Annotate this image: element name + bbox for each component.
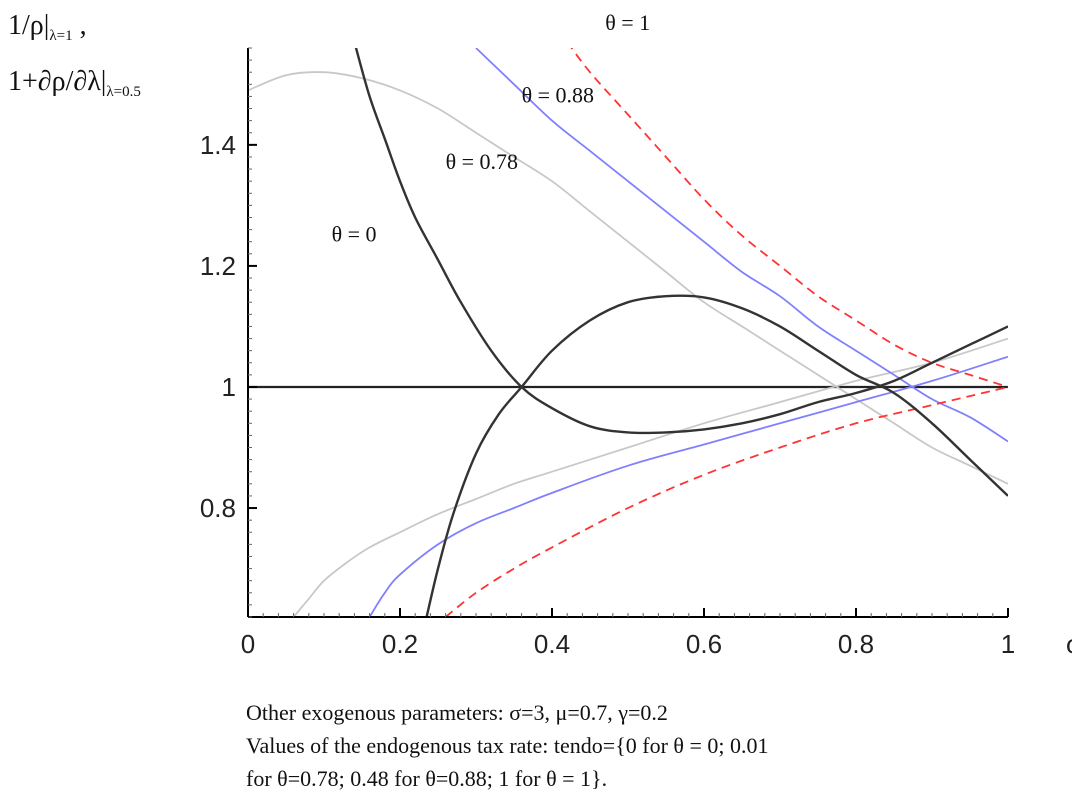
curve-label: θ = 0.88 — [522, 82, 594, 107]
series-line — [368, 355, 1008, 617]
curves-layer — [248, 48, 1008, 617]
y-axis-label-line1-tail: , — [72, 10, 87, 41]
series-line — [445, 386, 1008, 617]
y-tick-label: 1.4 — [200, 130, 236, 160]
curve-label: θ = 0 — [332, 222, 377, 247]
note-line-1: Other exogenous parameters: σ=3, μ=0.7, … — [246, 700, 668, 725]
x-tick-label: 0.6 — [686, 629, 722, 659]
y-axis-label-line1-main: 1/ρ| — [8, 10, 50, 41]
y-axis-label-line1-sub: λ=1 — [49, 28, 73, 44]
series-line — [570, 48, 1008, 388]
y-tick-label: 0.8 — [200, 493, 236, 523]
y-axis-label-line2: 1+∂ρ/∂λ|λ=0.5 — [8, 66, 141, 101]
x-tick-label: 0.2 — [382, 629, 418, 659]
axes-layer: 0.8 1 1.2 1.4 0 0.2 0.4 0.6 0.8 1 — [200, 47, 1015, 659]
series-line — [292, 337, 1008, 617]
note-line-2: Values of the endogenous tax rate: tendo… — [246, 733, 769, 758]
y-axis-label-line2-sub: λ=0.5 — [106, 84, 141, 100]
curve-label: θ = 1 — [605, 10, 650, 35]
curve-labels-layer: θ = 0 θ = 0.78 θ = 0.88 θ = 1 — [332, 10, 651, 247]
x-tick-label: 0.4 — [534, 629, 570, 659]
series-line — [425, 294, 1008, 617]
series-line — [475, 48, 1008, 443]
series-line — [248, 71, 1008, 485]
y-tick-label: 1 — [222, 372, 236, 402]
x-tick-label: 1 — [1001, 629, 1015, 659]
curve-label: θ = 0.78 — [446, 149, 518, 174]
x-tick-label: 0.8 — [838, 629, 874, 659]
y-tick-label: 1.2 — [200, 251, 236, 281]
series-line — [354, 48, 1008, 435]
x-axis-label: φ — [1066, 629, 1072, 659]
y-axis-label-line1: 1/ρ|λ=1 , — [8, 10, 87, 45]
y-axis-label-line2-main: 1+∂ρ/∂λ| — [8, 66, 107, 97]
x-tick-label: 0 — [241, 629, 255, 659]
note-line-3: for θ=0.78; 0.48 for θ=0.88; 1 for θ = 1… — [246, 766, 608, 791]
